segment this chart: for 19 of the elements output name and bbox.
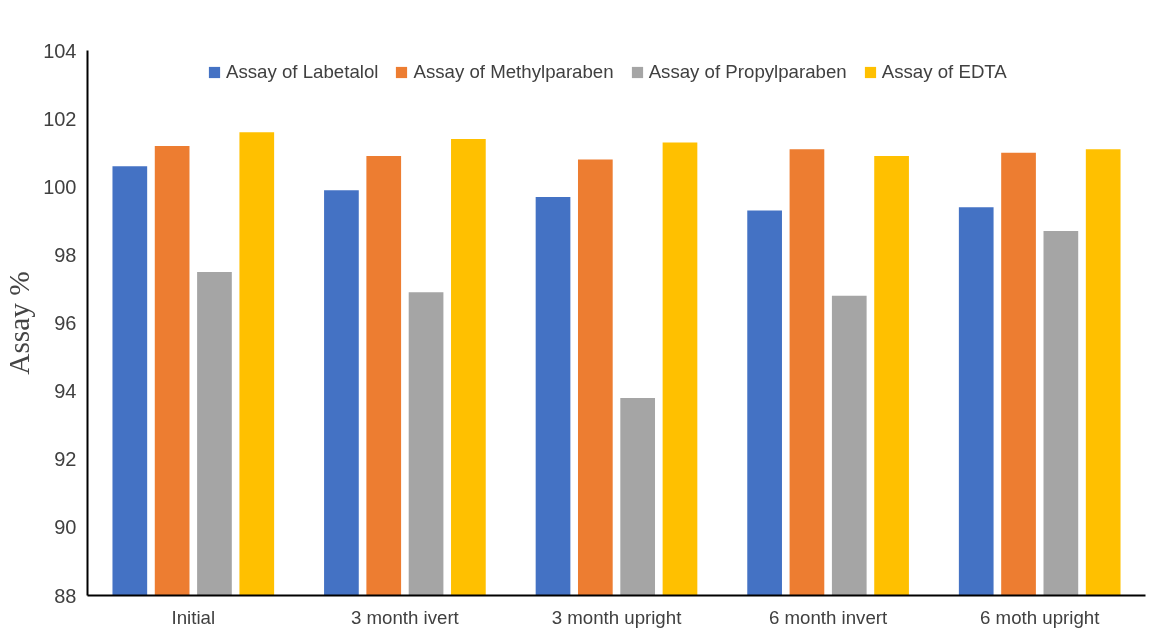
y-tick-label: 94 — [54, 380, 77, 403]
y-axis-title: Assay % — [3, 271, 36, 375]
x-tick-label: 3 month upright — [551, 606, 683, 628]
legend-label: Assay of Methylparaben — [413, 61, 614, 83]
x-tick-label: 6 month invert — [768, 606, 889, 628]
x-tick-label: 3 month ivert — [350, 606, 460, 628]
y-tick-label: 98 — [54, 243, 77, 266]
legend-label: Assay of Labetalol — [226, 61, 379, 83]
x-tick-label: 6 moth upright — [980, 606, 1101, 628]
legend-label: Assay of Propylparaben — [648, 61, 847, 83]
legend-label: Assay of EDTA — [881, 61, 1007, 83]
y-tick-label: 90 — [54, 516, 77, 539]
y-tick-label: 96 — [54, 312, 77, 334]
y-tick-label: 102 — [43, 107, 77, 130]
y-tick-label: 92 — [54, 448, 77, 471]
y-tick-label: 88 — [54, 584, 77, 607]
x-tick-label: Initial — [171, 606, 216, 628]
y-tick-label: 104 — [43, 39, 77, 62]
y-tick-label: 100 — [43, 175, 77, 198]
